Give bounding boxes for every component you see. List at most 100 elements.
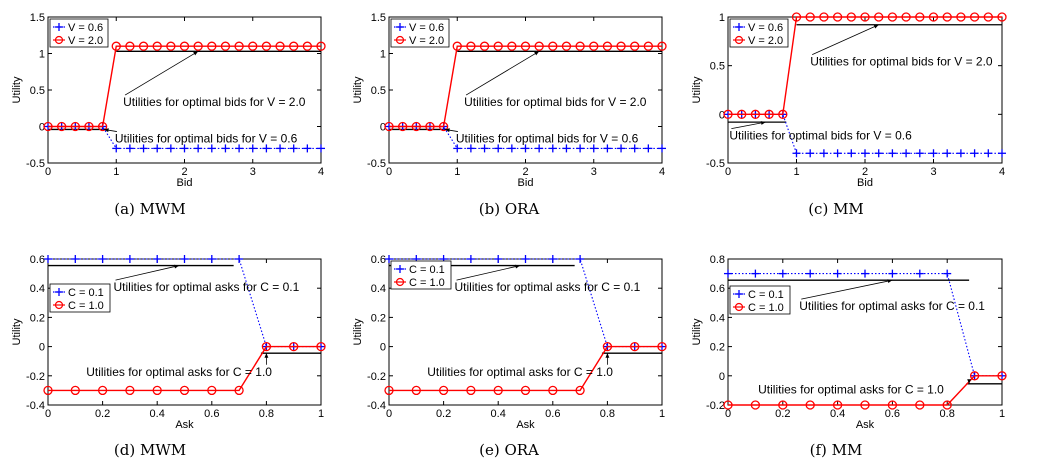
y-tick-label: 0.6 xyxy=(30,254,45,266)
legend-box xyxy=(390,260,452,290)
x-tick-label: 2 xyxy=(862,166,868,178)
annotation-arrowhead xyxy=(873,24,879,29)
y-tick-label: 0.2 xyxy=(371,312,386,324)
y-tick-label: 0.6 xyxy=(710,283,725,295)
data-point-plus xyxy=(751,269,760,278)
legend-marker-circle xyxy=(54,300,64,310)
data-point-circle xyxy=(832,12,843,22)
x-tick-label: 3 xyxy=(591,166,597,178)
data-point-circle xyxy=(43,385,53,396)
y-axis-label: Utility xyxy=(11,318,23,345)
data-point-circle xyxy=(207,41,217,51)
data-point-circle xyxy=(969,12,980,22)
annotation-arrow xyxy=(115,265,180,281)
annotation-text: Utilities for optimal bids for V = 0.6 xyxy=(115,132,298,146)
y-tick-label: 0 xyxy=(719,109,725,121)
data-point-circle xyxy=(819,12,829,22)
data-point-circle xyxy=(887,12,898,22)
data-point-plus xyxy=(207,255,216,263)
x-tick-label: 0.4 xyxy=(150,408,165,420)
data-point-circle xyxy=(561,41,572,51)
annotation-arrow xyxy=(801,279,893,300)
y-axis-label: Utility xyxy=(352,318,364,345)
data-point-circle xyxy=(887,400,898,410)
y-tick-label: -0.2 xyxy=(26,371,45,383)
data-point-plus xyxy=(207,144,216,153)
legend: V = 0.6V = 2.0 xyxy=(390,18,450,48)
annotation-arrowhead xyxy=(264,353,269,358)
data-point-circle xyxy=(261,341,272,352)
data-point-plus xyxy=(494,255,503,263)
data-point-circle xyxy=(261,41,272,51)
data-point-circle xyxy=(316,341,326,352)
data-point-circle xyxy=(384,385,394,396)
data-point-plus xyxy=(861,269,869,278)
y-tick-label: 0.5 xyxy=(710,61,725,73)
data-point-plus xyxy=(970,149,979,158)
x-tick-label: 4 xyxy=(999,166,1005,178)
data-point-plus xyxy=(44,255,52,263)
data-point-plus xyxy=(806,149,815,158)
data-point-circle xyxy=(942,400,952,410)
data-point-plus xyxy=(956,149,965,158)
y-axis-label: Utility xyxy=(11,76,23,103)
data-point-circle xyxy=(548,41,558,51)
data-point-circle xyxy=(70,385,80,396)
data-point-plus xyxy=(562,144,571,153)
data-point-circle xyxy=(657,41,667,51)
y-tick-label: -0.2 xyxy=(706,400,725,412)
data-point-circle xyxy=(520,41,531,51)
annotation-arrow xyxy=(456,265,521,281)
data-point-circle xyxy=(289,41,299,51)
annotation-arrow xyxy=(465,50,540,96)
annotation-text: Utilities for optimal bids for V = 2.0 xyxy=(123,95,306,109)
annotation-text: Utilities for optimal bids for V = 2.0 xyxy=(464,95,647,109)
x-tick-label: 3 xyxy=(930,166,936,178)
data-point-circle xyxy=(860,12,870,22)
data-point-circle xyxy=(928,12,939,22)
data-point-plus xyxy=(861,149,869,158)
data-point-circle xyxy=(915,400,925,410)
x-tick-label: 0.4 xyxy=(491,408,506,420)
annotation-arrowhead xyxy=(760,121,766,125)
data-point-circle xyxy=(57,121,67,132)
data-point-circle xyxy=(589,41,599,51)
data-point-circle xyxy=(778,400,788,410)
x-tick-label: 0.6 xyxy=(204,408,219,420)
legend-marker-circle xyxy=(395,277,405,287)
x-tick-label: 0.6 xyxy=(545,408,560,420)
data-point-circle xyxy=(616,41,626,51)
annotation-arrowhead xyxy=(174,264,180,269)
data-point-circle xyxy=(411,121,421,132)
x-tick-label: 0.4 xyxy=(830,408,845,420)
x-tick-label: 4 xyxy=(659,166,665,178)
legend-box xyxy=(390,18,450,48)
y-tick-label: 0.4 xyxy=(371,283,386,295)
subfigure-caption: (d) MWM xyxy=(114,441,186,459)
legend-box xyxy=(729,18,789,48)
data-point-plus xyxy=(833,269,842,278)
data-point-circle xyxy=(207,385,217,396)
data-point-plus xyxy=(194,144,203,153)
data-point-circle xyxy=(630,341,640,352)
x-axis-label: Ask xyxy=(856,419,875,431)
x-tick-label: 0.8 xyxy=(600,408,615,420)
data-point-circle xyxy=(397,121,408,132)
data-point-plus xyxy=(453,144,462,153)
data-point-plus xyxy=(153,144,162,153)
data-point-circle xyxy=(166,41,176,51)
data-point-plus xyxy=(778,269,787,278)
data-point-plus xyxy=(494,144,503,153)
data-point-circle xyxy=(152,385,162,396)
data-point-circle xyxy=(179,385,190,396)
data-point-circle xyxy=(956,12,966,22)
data-point-plus xyxy=(480,144,489,153)
data-point-circle xyxy=(248,41,258,51)
y-tick-label: 1 xyxy=(380,49,386,61)
data-point-plus xyxy=(262,144,271,153)
data-point-plus xyxy=(221,144,230,153)
data-point-plus xyxy=(180,255,189,263)
data-point-circle xyxy=(275,41,285,51)
x-tick-label: 0.8 xyxy=(259,408,274,420)
